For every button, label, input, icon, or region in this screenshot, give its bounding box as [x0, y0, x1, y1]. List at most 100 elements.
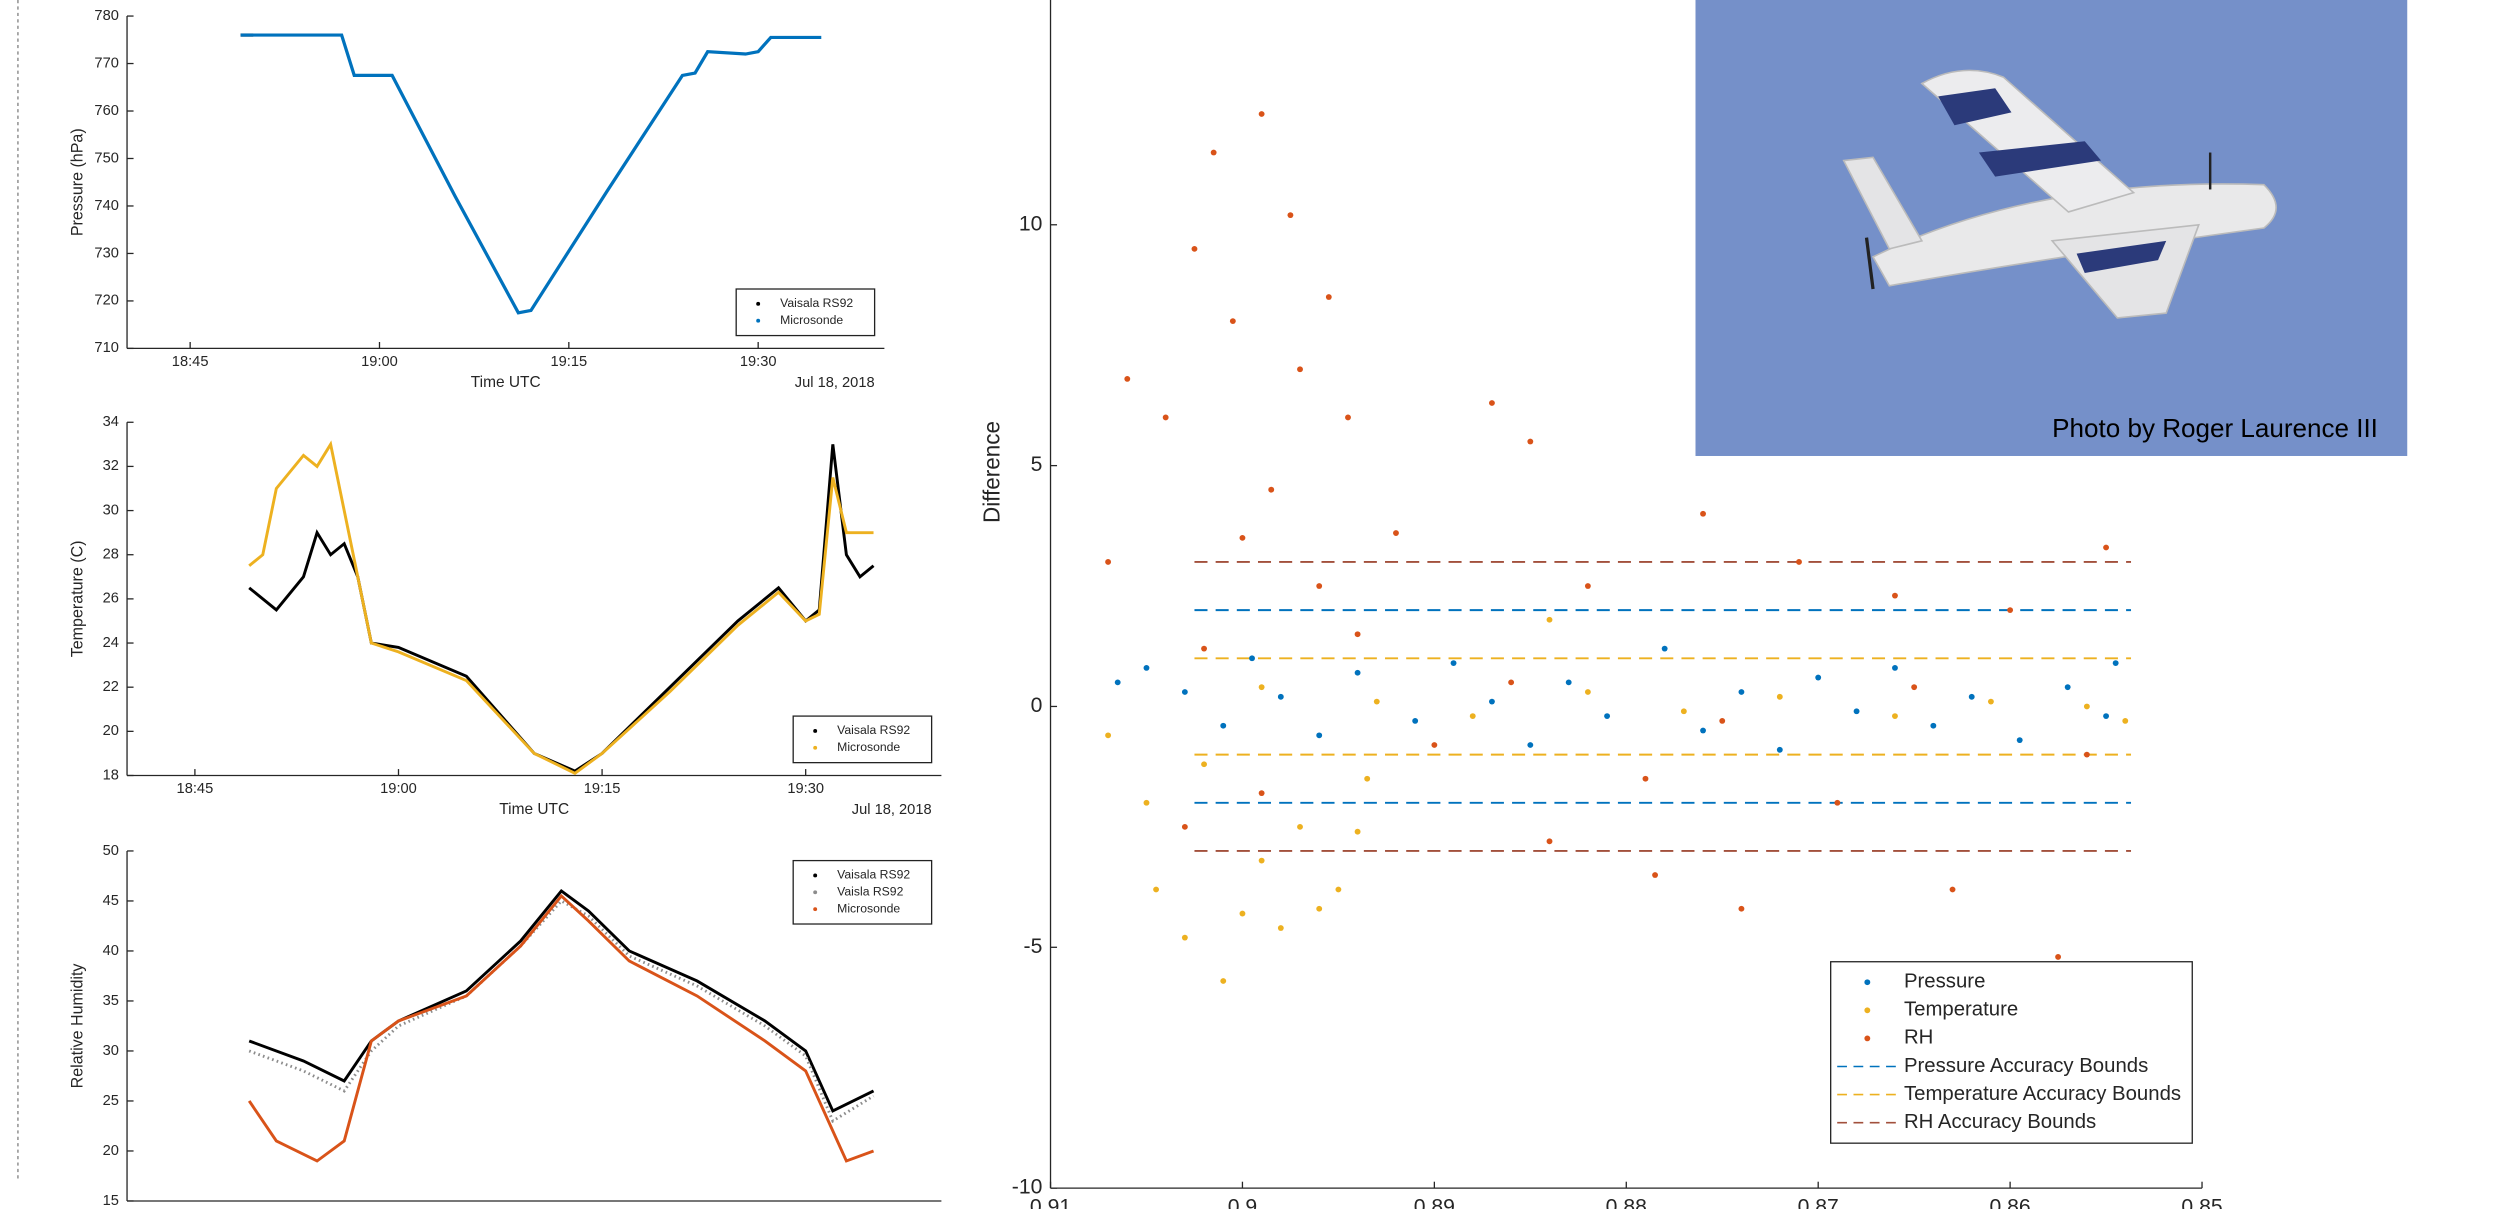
data-point	[2103, 713, 2109, 719]
series-line	[241, 35, 822, 313]
x-tick-label: 19:15	[550, 354, 587, 370]
data-point	[2084, 704, 2090, 710]
y-tick-label: 20	[103, 1143, 119, 1159]
data-point	[1489, 699, 1495, 705]
data-point	[1834, 800, 1840, 806]
x-tick-label: 0.86	[1990, 1196, 2031, 1209]
data-point	[1451, 660, 1457, 666]
data-point	[1105, 732, 1111, 738]
legend-swatch	[813, 890, 817, 894]
data-point	[1220, 723, 1226, 729]
y-tick-label: 25	[103, 1093, 119, 1109]
data-point	[1738, 689, 1744, 695]
data-point	[1815, 675, 1821, 681]
data-point	[1796, 559, 1802, 565]
legend: Vaisala RS92Microsonde	[793, 716, 931, 763]
slide: Photo by Roger Laurence III 710720730740…	[0, 0, 2518, 1209]
y-tick-label: 730	[94, 245, 118, 261]
y-tick-label: 22	[103, 679, 119, 695]
y-tick-label: 5	[1031, 453, 1043, 476]
data-point	[1240, 911, 1246, 917]
y-tick-label: 0	[1031, 694, 1043, 717]
data-point	[1297, 824, 1303, 830]
data-point	[2113, 660, 2119, 666]
y-axis-label: Temperature (C)	[68, 540, 86, 657]
data-point	[1412, 718, 1418, 724]
data-point	[1163, 415, 1169, 421]
legend-label: Vaisla RS92	[837, 885, 903, 899]
data-point	[1230, 318, 1236, 324]
data-point	[1355, 670, 1361, 676]
y-tick-label: 770	[94, 55, 118, 71]
data-point	[1700, 728, 1706, 734]
x-tick-label: 19:00	[380, 781, 417, 797]
y-tick-label: -5	[1024, 935, 1043, 958]
data-point	[1527, 439, 1533, 445]
data-point	[1335, 887, 1341, 893]
data-point	[1287, 212, 1293, 218]
y-tick-label: 50	[103, 843, 119, 859]
y-tick-label: 30	[103, 1043, 119, 1059]
data-point	[1719, 718, 1725, 724]
data-point	[1316, 583, 1322, 589]
x-tick-label: 0.87	[1798, 1196, 1839, 1209]
y-tick-label: 26	[103, 591, 119, 607]
legend-swatch	[813, 746, 817, 750]
legend-label: Temperature	[1904, 999, 2018, 1021]
data-point	[1892, 665, 1898, 671]
data-point	[1182, 689, 1188, 695]
y-tick-label: 35	[103, 993, 119, 1009]
data-point	[1374, 699, 1380, 705]
data-point	[1364, 776, 1370, 782]
x-axis-label: Time UTC	[471, 374, 541, 391]
data-point	[1105, 559, 1111, 565]
data-point	[1144, 800, 1150, 806]
data-point	[1278, 694, 1284, 700]
data-point	[1489, 400, 1495, 406]
legend-label: Temperature Accuracy Bounds	[1904, 1083, 2181, 1105]
x-tick-label: 0.89	[1414, 1196, 1455, 1209]
data-point	[1585, 583, 1591, 589]
legend-swatch	[1864, 1007, 1870, 1013]
x-tick-label: 18:45	[177, 781, 214, 797]
data-point	[2122, 718, 2128, 724]
data-point	[1182, 824, 1188, 830]
y-tick-label: 28	[103, 547, 119, 563]
series-line	[249, 891, 873, 1111]
y-tick-label: 32	[103, 458, 119, 474]
data-point	[1259, 790, 1265, 796]
data-point	[1211, 150, 1217, 156]
data-point	[1988, 699, 1994, 705]
series-line	[249, 896, 873, 1161]
legend-label: Microsonde	[837, 901, 900, 915]
data-point	[1547, 617, 1553, 623]
data-point	[1930, 723, 1936, 729]
data-point	[1547, 838, 1553, 844]
y-axis-label: Pressure (hPa)	[68, 128, 86, 236]
y-tick-label: 780	[94, 8, 118, 24]
legend-label: Pressure Accuracy Bounds	[1904, 1055, 2148, 1077]
x-tick-label: 19:30	[787, 781, 824, 797]
y-tick-label: 750	[94, 150, 118, 166]
data-point	[1393, 530, 1399, 536]
data-point	[1681, 708, 1687, 714]
data-point	[1355, 631, 1361, 637]
y-tick-label: 30	[103, 502, 119, 518]
legend: Vaisala RS92Microsonde	[736, 289, 874, 336]
y-axis-label: Difference	[979, 421, 1004, 523]
x-axis-label: Time UTC	[499, 801, 569, 818]
data-point	[1585, 689, 1591, 695]
data-point	[1643, 776, 1649, 782]
data-point	[1326, 294, 1332, 300]
data-point	[1192, 246, 1198, 252]
date-note: Jul 18, 2018	[852, 802, 932, 818]
data-point	[1566, 679, 1572, 685]
data-point	[1604, 713, 1610, 719]
data-point	[1259, 111, 1265, 117]
data-point	[1316, 732, 1322, 738]
data-point	[1297, 366, 1303, 372]
data-point	[1969, 694, 1975, 700]
data-point	[1854, 708, 1860, 714]
